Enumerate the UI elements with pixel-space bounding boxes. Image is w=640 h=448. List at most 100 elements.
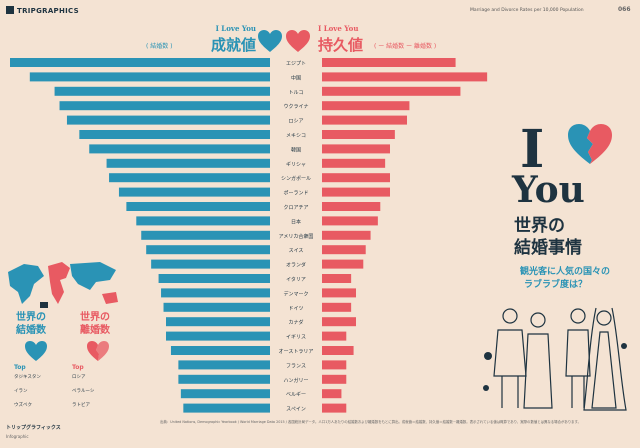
- divorce-top-item: ラトビア: [72, 403, 90, 408]
- country-label: ロシア: [288, 119, 303, 125]
- marriage-bar: [59, 101, 271, 111]
- country-label: オーストラリア: [279, 349, 314, 355]
- endurance-bar: [322, 360, 347, 370]
- country-label: シンガポール: [281, 175, 311, 182]
- endurance-bar: [322, 346, 354, 355]
- right-legend: ( ー 結婚数 ー 離婚数 ): [374, 43, 437, 50]
- endurance-bar: [322, 144, 390, 154]
- endurance-bar: [322, 86, 461, 96]
- footer-note: Infographic: [6, 434, 29, 439]
- marriage-top-item: イラン: [14, 389, 28, 394]
- marriage-bar: [178, 374, 270, 384]
- country-labels: エジプト中国トルコウクライナロシアメキシコ韓国ギリシャシンガポールポーランドクロ…: [279, 61, 314, 413]
- marriage-bar: [183, 403, 270, 413]
- marriage-bar: [10, 58, 270, 67]
- marriage-bar: [79, 130, 270, 139]
- country-label: 中国: [291, 74, 301, 81]
- marriage-bar: [161, 288, 270, 298]
- endurance-bar: [322, 389, 342, 399]
- divorce-top-item: ロシア: [72, 375, 86, 380]
- poster-subtitle-line1: 観光客に人気の国々の: [520, 267, 611, 277]
- endurance-bar: [322, 259, 364, 269]
- marriage-bar: [170, 346, 270, 355]
- marriage-bar: [166, 317, 270, 327]
- endurance-bars: [322, 58, 488, 413]
- country-label: アメリカ合衆国: [279, 233, 314, 240]
- country-label: ベルギー: [286, 392, 306, 398]
- country-label: ギリシャ: [286, 162, 306, 168]
- marriage-top-label: Top: [14, 364, 26, 371]
- country-label: ポーランド: [283, 190, 308, 197]
- country-label: ドイツ: [288, 306, 303, 312]
- country-label: スイス: [289, 248, 304, 254]
- country-label: フランス: [286, 363, 306, 369]
- brand-logo: TRIPGRAPHICS: [6, 6, 79, 15]
- marriage-top-list: タジキスタン イラン ウズベク: [14, 374, 41, 408]
- endurance-bar: [322, 331, 347, 341]
- endurance-bar: [322, 317, 356, 327]
- divorce-top-list: ロシア ベラルーシ ラトビア: [72, 374, 94, 408]
- poster-subtitle-line2: ラブラブ度は？: [524, 280, 588, 290]
- twin-heart-icon: [258, 30, 310, 52]
- divorce-top-item: ベラルーシ: [72, 389, 95, 394]
- country-label: 韓国: [291, 146, 301, 153]
- poster-big-you: You: [512, 169, 585, 211]
- endurance-bar: [322, 58, 456, 67]
- country-label: ハンガリー: [283, 377, 308, 384]
- marriage-bar: [158, 274, 270, 283]
- brand-name: TRIPGRAPHICS: [17, 7, 79, 15]
- divorce-heading-line1: 世界の: [80, 312, 110, 323]
- country-label: スペイン: [286, 407, 306, 413]
- poster-title-line2: 結婚事情: [514, 238, 582, 258]
- endurance-bar: [322, 173, 390, 183]
- marriage-heart-icon: [25, 341, 47, 361]
- marriage-bar: [151, 259, 270, 269]
- endurance-bar: [322, 403, 347, 413]
- marriage-bars: [10, 58, 271, 413]
- marriage-heading-line2: 結婚数: [16, 325, 46, 336]
- marriage-bar: [118, 187, 270, 197]
- marriage-bar: [141, 230, 270, 240]
- country-label: トルコ: [289, 90, 304, 96]
- country-label: 日本: [291, 218, 301, 225]
- world-map-illustration: [8, 262, 118, 308]
- marriage-heading-line1: 世界の: [16, 312, 46, 323]
- source-note: 出典：United Nations, Demographic Yearbook …: [160, 420, 581, 424]
- endurance-bar: [322, 187, 390, 197]
- marriage-bar: [106, 158, 270, 168]
- page-number: 066: [618, 6, 631, 13]
- marriage-bar: [178, 360, 270, 370]
- marriage-bar: [126, 202, 270, 211]
- endurance-bar: [322, 245, 366, 255]
- footer-brand: トリップグラフィックス: [6, 425, 61, 431]
- marriage-top-item: ウズベク: [14, 403, 32, 408]
- right-title-ja: 持久値: [318, 36, 364, 54]
- header-note: Marriage and Divorce Rates per 10,000 Po…: [470, 8, 584, 13]
- country-label: エジプト: [286, 61, 306, 67]
- broken-heart-icon: [568, 124, 612, 164]
- brand-mark-icon: [6, 6, 14, 14]
- country-label: オランダ: [286, 262, 306, 269]
- endurance-bar: [322, 72, 488, 82]
- couple-illustration: [483, 307, 627, 411]
- left-title-en: I Love You: [215, 24, 256, 33]
- country-label: ウクライナ: [284, 103, 309, 110]
- marriage-bar: [54, 86, 271, 96]
- endurance-bar: [322, 288, 356, 298]
- endurance-bar: [322, 115, 407, 125]
- endurance-bar: [322, 101, 410, 111]
- endurance-bar: [322, 230, 371, 240]
- marriage-bar: [109, 173, 270, 183]
- country-label: イタリア: [286, 276, 306, 283]
- endurance-bar: [322, 216, 378, 226]
- endurance-bar: [322, 202, 381, 211]
- country-label: カナダ: [288, 319, 303, 326]
- divorce-broken-heart-icon: [87, 341, 109, 361]
- left-legend: ( 結婚数 ): [146, 43, 173, 50]
- poster-big-i: I: [520, 119, 545, 180]
- right-title-en: I Love You: [318, 24, 359, 33]
- marriage-bar: [146, 245, 270, 255]
- endurance-bar: [322, 130, 395, 139]
- divorce-top-label: Top: [72, 364, 84, 371]
